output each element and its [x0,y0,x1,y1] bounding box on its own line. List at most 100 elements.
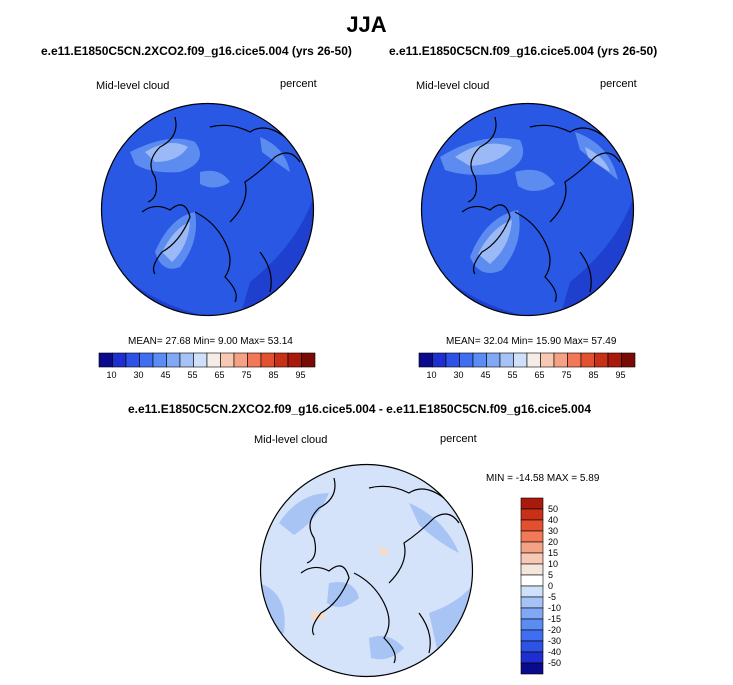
panel3-variable-label: Mid-level cloud [254,434,328,446]
panel3-colorbar [520,497,544,675]
colorbar-tick-label: -5 [548,592,557,602]
colorbar-tick-label: 30 [453,370,464,380]
colorbar-swatch [520,563,544,576]
colorbar-swatch [301,352,316,368]
panel2-polar-map [420,102,635,317]
panel3-stats: MIN = -14.58 MAX = 5.89 [486,473,600,484]
colorbar-swatch [553,352,568,368]
colorbar-swatch [567,352,582,368]
panel2-colorbar-labels: 10 30 45 55 65 75 85 95 [419,370,635,382]
panel2-units-label: percent [600,78,637,90]
colorbar-swatch [526,352,541,368]
colorbar-swatch [486,352,501,368]
colorbar-tick-label: 75 [241,370,252,380]
colorbar-tick-label: -10 [548,603,562,613]
colorbar-swatch [459,352,474,368]
colorbar-swatch [193,352,208,368]
colorbar-swatch [520,530,544,543]
colorbar-swatch [418,352,433,368]
colorbar-tick-label: -40 [548,647,562,657]
colorbar-swatch [520,640,544,653]
panel2-colorbar [418,352,636,368]
panel1-colorbar-labels: 10 30 45 55 65 75 85 95 [99,370,315,382]
panel3-colorbar-labels: 50 40 30 20 15 10 5 0 -5 -10 -15 -20 -30 -40 -50 [548,498,578,674]
colorbar-tick-label: 85 [268,370,279,380]
colorbar-swatch [287,352,302,368]
colorbar-tick-label: -15 [548,614,562,624]
colorbar-tick-label: 65 [534,370,545,380]
colorbar-swatch [520,497,544,510]
colorbar-swatch [139,352,154,368]
panel1-polar-map [100,102,315,317]
colorbar-tick-label: 40 [548,515,559,525]
colorbar-tick-label: 30 [548,526,559,536]
colorbar-swatch [520,629,544,642]
panel2-case-title: e.e11.E1850C5CN.f09_g16.cice5.004 (yrs 2… [389,44,658,58]
colorbar-swatch [594,352,609,368]
colorbar-swatch [220,352,235,368]
colorbar-swatch [520,552,544,565]
colorbar-swatch [520,541,544,554]
colorbar-tick-label: 0 [548,581,554,591]
panel3-units-label: percent [440,433,477,445]
panel1-colorbar [98,352,316,368]
colorbar-swatch [499,352,514,368]
panel1-units-label: percent [280,78,317,90]
colorbar-tick-label: 85 [588,370,599,380]
colorbar-swatch [520,574,544,587]
panel1-variable-label: Mid-level cloud [96,80,170,92]
colorbar-swatch [432,352,447,368]
colorbar-swatch [540,352,555,368]
colorbar-tick-label: 65 [214,370,225,380]
colorbar-tick-label: 55 [507,370,518,380]
colorbar-tick-label: 95 [615,370,626,380]
panel2-stats: MEAN= 32.04 Min= 15.90 Max= 57.49 [446,336,617,347]
colorbar-swatch [233,352,248,368]
colorbar-tick-label: 10 [426,370,437,380]
colorbar-swatch [112,352,127,368]
colorbar-swatch [520,651,544,664]
colorbar-swatch [206,352,221,368]
colorbar-swatch [247,352,262,368]
colorbar-tick-label: 30 [133,370,144,380]
colorbar-swatch [152,352,167,368]
panel2-variable-label: Mid-level cloud [416,80,490,92]
panel3-polar-map [259,463,474,678]
colorbar-tick-label: 50 [548,504,559,514]
colorbar-tick-label: 45 [160,370,171,380]
colorbar-swatch [520,607,544,620]
colorbar-swatch [520,508,544,521]
colorbar-tick-label: -50 [548,658,562,668]
colorbar-swatch [166,352,181,368]
colorbar-swatch [98,352,113,368]
colorbar-swatch [621,352,636,368]
colorbar-swatch [607,352,622,368]
colorbar-tick-label: 5 [548,570,554,580]
colorbar-swatch [513,352,528,368]
panel1-stats: MEAN= 27.68 Min= 9.00 Max= 53.14 [128,336,293,347]
colorbar-swatch [472,352,487,368]
colorbar-tick-label: 20 [548,537,559,547]
colorbar-swatch [520,662,544,675]
panel1-case-title: e.e11.E1850C5CN.2XCO2.f09_g16.cice5.004 … [41,44,352,58]
colorbar-tick-label: 75 [561,370,572,380]
colorbar-tick-label: 10 [106,370,117,380]
colorbar-tick-label: 10 [548,559,559,569]
colorbar-swatch [580,352,595,368]
colorbar-swatch [445,352,460,368]
colorbar-tick-label: 55 [187,370,198,380]
colorbar-swatch [274,352,289,368]
colorbar-swatch [520,519,544,532]
colorbar-tick-label: 15 [548,548,559,558]
colorbar-tick-label: 95 [295,370,306,380]
colorbar-swatch [520,596,544,609]
colorbar-swatch [520,618,544,631]
colorbar-tick-label: -20 [548,625,562,635]
page-title: JJA [346,12,387,37]
colorbar-swatch [179,352,194,368]
colorbar-swatch [260,352,275,368]
colorbar-tick-label: 45 [480,370,491,380]
panel3-case-title: e.e11.E1850C5CN.2XCO2.f09_g16.cice5.004 … [128,402,591,416]
colorbar-swatch [520,585,544,598]
colorbar-tick-label: -30 [548,636,562,646]
